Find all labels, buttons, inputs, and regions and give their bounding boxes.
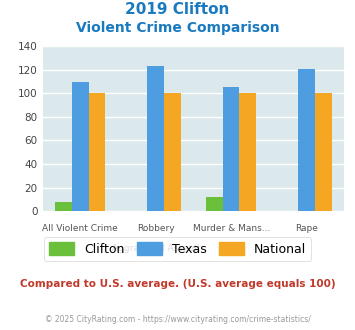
Bar [164, 93, 181, 211]
Text: Murder & Mans...: Murder & Mans... [192, 224, 270, 233]
Bar [315, 93, 332, 211]
Text: Violent Crime Comparison: Violent Crime Comparison [76, 21, 279, 35]
Bar [147, 66, 164, 211]
Bar [223, 87, 240, 211]
Text: Compared to U.S. average. (U.S. average equals 100): Compared to U.S. average. (U.S. average … [20, 279, 335, 289]
Bar [206, 197, 223, 211]
Bar [240, 93, 256, 211]
Legend: Clifton, Texas, National: Clifton, Texas, National [44, 237, 311, 261]
Text: 2019 Clifton: 2019 Clifton [125, 2, 230, 16]
Bar [72, 82, 89, 211]
Bar [89, 93, 105, 211]
Text: Rape: Rape [295, 224, 318, 233]
Text: Aggravated Assault: Aggravated Assault [111, 244, 200, 253]
Text: All Violent Crime: All Violent Crime [43, 224, 118, 233]
Bar [55, 202, 72, 211]
Text: © 2025 CityRating.com - https://www.cityrating.com/crime-statistics/: © 2025 CityRating.com - https://www.city… [45, 315, 310, 324]
Text: Robbery: Robbery [137, 224, 175, 233]
Bar [298, 69, 315, 211]
